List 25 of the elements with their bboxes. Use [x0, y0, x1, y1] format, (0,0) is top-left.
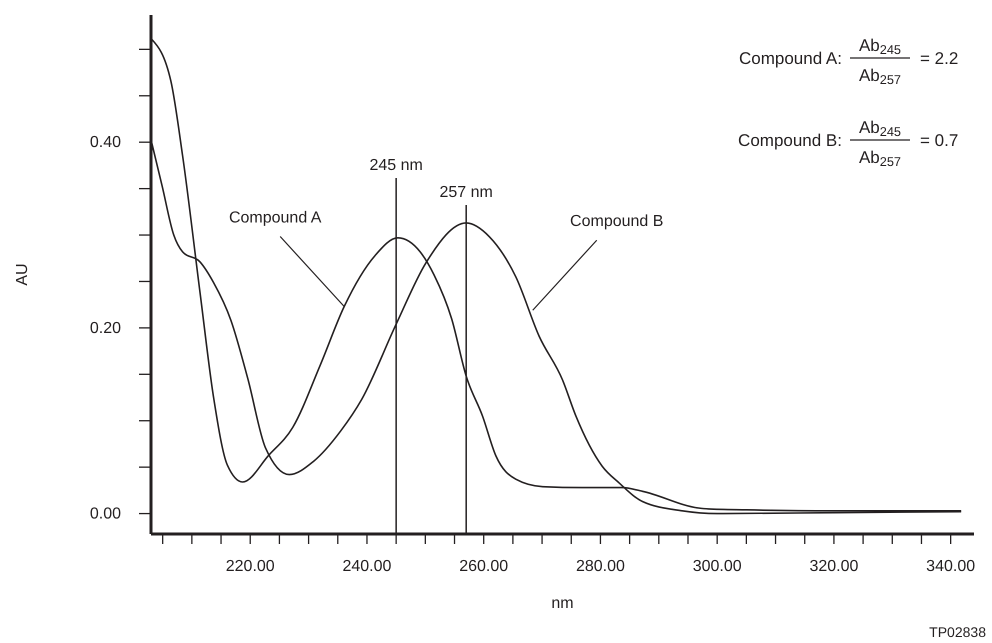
x-tick-label: 320.00 [809, 558, 858, 575]
x-tick-label: 340.00 [926, 558, 976, 575]
x-tick-label: 280.00 [576, 558, 626, 575]
annotation: Compound A [228, 210, 322, 227]
x-axis-title: nm [551, 595, 574, 612]
annotation: Compound B [570, 213, 664, 230]
y-axis-title: AU [14, 263, 31, 286]
x-tick-label: 220.00 [226, 558, 275, 575]
annotation: Ab$_{257}$ [858, 66, 902, 88]
ref-line-label: 257 nm [440, 184, 493, 201]
annotation: Compound B: [738, 131, 842, 150]
y-tick-label: 0.20 [90, 320, 122, 337]
x-tick-label: 300.00 [692, 558, 742, 575]
ref-line-label: 245 nm [369, 157, 423, 174]
x-tick-label: 240.00 [342, 558, 392, 575]
annotation: Ab$_{245}$ [858, 36, 902, 58]
annotation: Ab$_{257}$ [858, 148, 902, 170]
annotation: = 0.7 [920, 131, 958, 150]
annotation: = 2.2 [920, 49, 958, 68]
y-tick-label: 0.00 [90, 506, 122, 523]
y-tick-label: 0.40 [90, 134, 122, 152]
text: TP02838 [929, 624, 986, 640]
annotation: Compound A: [738, 49, 842, 68]
annotation: Ab$_{245}$ [858, 118, 902, 140]
x-tick-label: 260.00 [459, 558, 508, 575]
